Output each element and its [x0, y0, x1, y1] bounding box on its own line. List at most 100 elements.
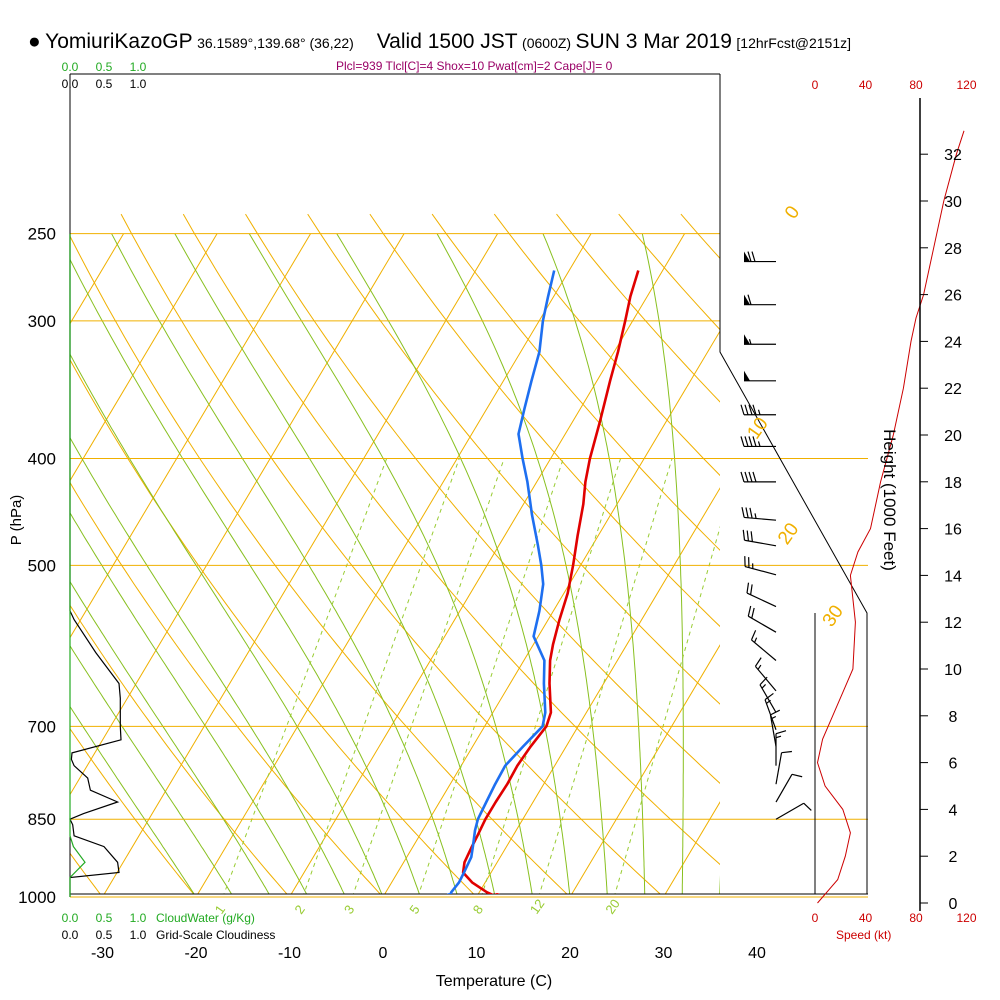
- wind-barb-flag: [752, 471, 757, 483]
- y-axis-title: P (hPa): [8, 495, 25, 546]
- mixing-ratio-label: 20: [602, 896, 623, 916]
- pressure-tick-label: 1000: [18, 888, 56, 907]
- speed-top-tick: 80: [909, 78, 923, 92]
- wind-barb-staff: [769, 714, 777, 747]
- wind-barb-staff: [775, 752, 783, 785]
- dry-adiabat-line: [70, 358, 475, 894]
- wind-barb: [744, 556, 777, 576]
- isotherm-label: 30: [819, 602, 848, 631]
- speed-top-tick: 120: [956, 78, 976, 92]
- wind-barb: [764, 692, 777, 730]
- wind-barb: [746, 582, 777, 608]
- moist-adiabat-line: [542, 233, 646, 894]
- wind-barb-staff: [751, 639, 777, 661]
- wind-barb-flag: [748, 436, 753, 447]
- station-name: YomiuriKazoGP: [45, 30, 193, 53]
- speed-bottom-tick: 120: [956, 911, 976, 925]
- wind-barb: [744, 334, 776, 345]
- wind-barb-half-flag: [748, 339, 752, 345]
- wind-barb: [775, 750, 792, 785]
- wind-barb-pennant: [744, 294, 750, 305]
- wind-barb: [775, 802, 812, 820]
- height-tick-label: 30: [944, 194, 962, 211]
- moist-adiabat-line: [641, 233, 684, 894]
- wind-barb-half-flag: [757, 409, 761, 415]
- wind-barb: [775, 773, 803, 803]
- wind-barb-pennant: [744, 370, 750, 381]
- wind-barb-flag: [759, 676, 768, 686]
- temperature-tick-label: 20: [561, 945, 579, 962]
- wind-barb-staff: [775, 774, 793, 803]
- wind-barb-flag: [752, 404, 757, 415]
- isotherm-label: 20: [774, 519, 803, 548]
- cloud-water-bottom-tick: 0.0: [62, 911, 79, 925]
- chart-title-row: ● YomiuriKazoGP 36.1589°,139.68° (36,22)…: [28, 30, 851, 54]
- temperature-tick-label: 30: [655, 945, 673, 962]
- wind-barb-flag: [744, 404, 749, 415]
- wind-barb-pennant: [744, 334, 750, 345]
- dry-adiabat-line: [70, 727, 195, 894]
- wind-barb-flag: [745, 507, 749, 518]
- height-tick-label: 2: [949, 849, 958, 866]
- wind-barb: [744, 294, 776, 306]
- temperature-tick-label: -10: [278, 945, 301, 962]
- wind-barb-flag: [764, 692, 774, 701]
- valid-time: Valid 1500 JST: [376, 30, 518, 53]
- cloudiness-bottom-tick: 0.5: [96, 928, 113, 942]
- wind-barb: [740, 471, 776, 483]
- wind-barb-flag: [750, 531, 753, 542]
- height-tick-label: 22: [944, 381, 962, 398]
- speed-axis-label: Speed (kt): [836, 928, 891, 942]
- dry-adiabat-line: [245, 213, 720, 785]
- wind-barb-flag: [742, 529, 746, 541]
- wind-barb-flag: [748, 471, 753, 483]
- temperature-tick-label: 10: [468, 945, 486, 962]
- moist-adiabat-line: [436, 233, 608, 894]
- wind-barb: [775, 730, 787, 766]
- mixing-ratio-label: 8: [470, 902, 486, 917]
- wind-barb-flag: [803, 802, 812, 811]
- height-tick-label: 16: [944, 522, 962, 539]
- dry-adiabat-line: [70, 852, 101, 894]
- speed-bottom-tick: 40: [859, 911, 873, 925]
- isobar-lines: [70, 233, 868, 898]
- wind-barb-half-flag: [757, 441, 761, 447]
- height-axis-title: Height (1000 Feet): [880, 429, 899, 571]
- moist-adiabat-line: [70, 580, 270, 894]
- wind-barb-half-flag: [766, 699, 771, 704]
- wind-barb-flag: [740, 436, 745, 447]
- moist-adiabat-line: [70, 436, 345, 894]
- wind-barb-flag: [747, 251, 752, 262]
- wind-barb: [742, 529, 777, 547]
- isotherm-line: [0, 234, 30, 897]
- wind-barb-flag: [741, 507, 745, 518]
- wind-barb-staff: [759, 684, 777, 713]
- wind-barb-flag: [747, 294, 752, 305]
- moist-adiabat-line: [70, 353, 383, 894]
- mixing-ratio-line: [352, 458, 505, 894]
- pressure-tick-label: 850: [28, 810, 56, 829]
- sounding-traces: [446, 270, 640, 894]
- dry-adiabat-line: [556, 213, 720, 403]
- cloud-water-top-tick: 0.5: [96, 60, 113, 74]
- mixing-ratio-line: [614, 525, 720, 894]
- height-tick-label: 12: [944, 615, 962, 632]
- height-tick-label: 24: [944, 334, 962, 351]
- wind-barb-flag: [791, 773, 803, 778]
- mixing-ratio-label: 2: [291, 902, 307, 917]
- wind-barb: [747, 605, 777, 633]
- pressure-tick-label: 400: [28, 450, 56, 469]
- dry-adiabat-lines: [70, 213, 720, 894]
- mixing-ratio-label: 3: [341, 902, 357, 917]
- station-coords: 36.1589°,139.68° (36,22): [197, 35, 354, 51]
- mixing-ratio-label: 12: [527, 896, 548, 916]
- height-tick-label: 26: [944, 288, 962, 305]
- wind-barb-flag: [744, 471, 749, 483]
- speed-top-tick: 0: [812, 78, 819, 92]
- wind-barb-flag: [770, 709, 781, 716]
- wind-barb-half-flag: [761, 684, 767, 689]
- mixing-ratio-line: [418, 458, 564, 894]
- speed-top-tick: 40: [859, 78, 873, 92]
- wind-barb: [741, 507, 777, 521]
